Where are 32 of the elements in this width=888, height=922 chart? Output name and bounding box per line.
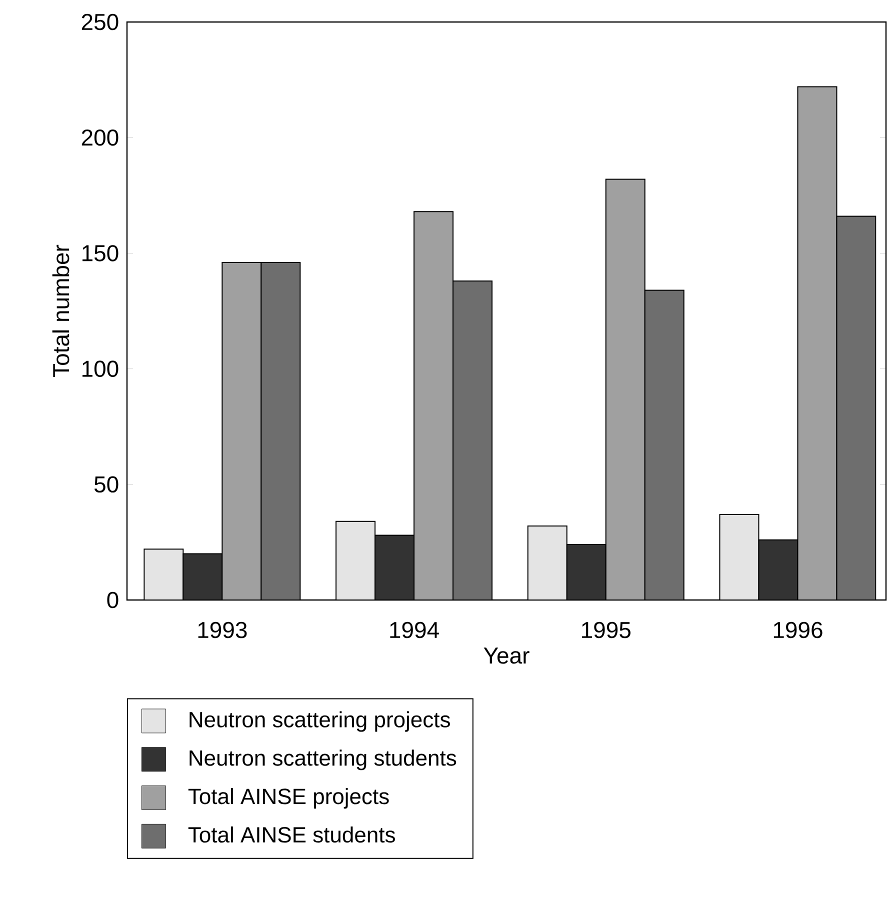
x-tick-label: 1995 bbox=[582, 622, 630, 638]
legend-label: Neutron scattering students bbox=[190, 750, 456, 770]
bar bbox=[336, 521, 376, 600]
bar bbox=[144, 549, 184, 600]
y-tick-label: 0 bbox=[107, 592, 118, 608]
bar bbox=[566, 544, 606, 600]
legend-label: Total AINSE students bbox=[188, 826, 395, 843]
legend-label: Neutron scattering projects bbox=[190, 711, 450, 732]
bar bbox=[719, 514, 760, 600]
bar bbox=[222, 262, 262, 600]
bar bbox=[183, 554, 222, 600]
bar bbox=[836, 216, 876, 600]
x-tick-label: 1994 bbox=[390, 622, 439, 638]
y-tick-label: 50 bbox=[94, 476, 118, 493]
y-tick-label: 150 bbox=[82, 245, 118, 262]
bar bbox=[261, 262, 300, 600]
bar bbox=[797, 86, 838, 600]
x-tick-label: 1996 bbox=[774, 622, 822, 638]
y-tick-label: 100 bbox=[82, 360, 118, 377]
legend-label: Total AINSE projects bbox=[188, 788, 389, 809]
bar bbox=[453, 280, 492, 600]
y-tick-label: 250 bbox=[82, 14, 118, 30]
bar bbox=[606, 179, 645, 600]
bar bbox=[758, 539, 798, 600]
y-tick-label: 200 bbox=[82, 129, 118, 146]
bar bbox=[375, 535, 414, 600]
y-axis-title: Total number bbox=[52, 244, 70, 377]
x-tick-label: 1993 bbox=[198, 622, 247, 638]
bar bbox=[528, 526, 567, 600]
bar bbox=[644, 290, 684, 600]
bar bbox=[414, 212, 454, 600]
x-axis-title: Year bbox=[484, 648, 530, 664]
